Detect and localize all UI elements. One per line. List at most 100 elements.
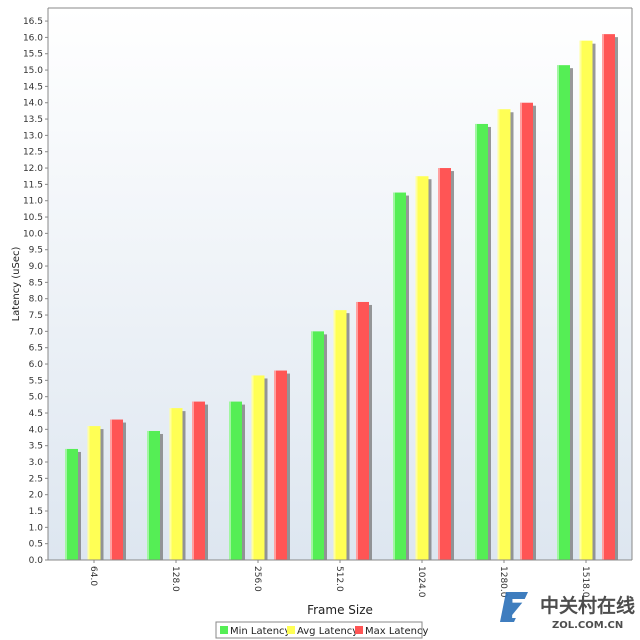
x-tick-label: 1280.0 [498,566,508,598]
bar-min-latency-256.0 [229,401,242,560]
x-tick-label: 128.0 [170,566,180,592]
legend-label-max: Max Latency [365,626,428,637]
y-tick-label: 12.5 [23,148,43,158]
y-axis: 0.0 0.5 1.0 1.5 2.0 2.5 3.0 3.5 4.0 4.5 5.0 5.5 6.0 6… [23,17,48,566]
y-tick-label: 7.0 [29,327,44,337]
y-tick-label: 4.5 [29,409,43,419]
y-tick-label: 10.0 [23,229,43,239]
bar-max-latency-256.0 [274,370,287,560]
bar-max-latency-1280.0 [520,102,533,560]
bar-highlight [251,375,254,560]
bar-highlight [557,65,559,560]
bar-max-latency-1024.0 [438,168,451,560]
y-tick-label: 13.5 [23,115,43,125]
x-tick-label: 1024.0 [416,566,426,598]
legend-swatch-avg [287,626,295,634]
bar-max-latency-512.0 [356,301,369,560]
bar-highlight [87,426,90,560]
bar-highlight [393,192,395,560]
y-tick-label: 1.5 [29,507,43,517]
bar-highlight [192,401,194,560]
bar-highlight [475,123,477,560]
bar-highlight [229,401,231,560]
y-tick-label: 0.5 [29,540,43,550]
y-tick-label: 9.5 [29,246,43,256]
bar-avg-latency-512.0 [333,310,347,560]
bar-avg-latency-1518.0 [579,40,593,561]
x-tick-label: 512.0 [334,566,344,592]
y-tick-label: 5.5 [29,376,43,386]
y-tick-label: 11.5 [23,180,43,190]
bar-highlight [520,102,522,560]
bar-highlight [579,40,582,561]
bar-avg-latency-1280.0 [497,109,511,560]
zol-logo-mark [500,592,528,622]
legend-swatch-max [355,626,363,634]
x-tick-label: 1518.0 [580,566,590,598]
bar-avg-latency-64.0 [87,426,101,560]
bar-min-latency-1280.0 [475,123,488,560]
bar-min-latency-1518.0 [557,65,570,560]
y-tick-label: 15.5 [23,50,43,60]
legend: Min Latency Avg Latency Max Latency [215,621,428,639]
y-tick-label: 16.0 [23,33,43,43]
legend-box [215,621,423,639]
y-tick-label: 13.0 [23,131,43,141]
y-tick-label: 11.0 [23,197,43,207]
zol-logo-letter: Z [511,595,530,625]
bar-highlight [311,331,313,560]
bar-max-latency-64.0 [110,419,123,560]
bar-highlight [110,419,112,560]
bar-min-latency-128.0 [147,430,160,560]
y-tick-label: 9.0 [29,262,44,272]
y-tick-label: 10.5 [23,213,43,223]
bar-highlight [602,34,604,560]
bar-avg-latency-256.0 [251,375,265,560]
y-tick-label: 7.5 [29,311,43,321]
legend-label-min: Min Latency [230,626,291,637]
bar-max-latency-1518.0 [602,34,615,560]
x-tick-label: 256.0 [252,566,262,592]
bar-min-latency-512.0 [311,331,324,560]
y-tick-label: 14.5 [23,82,43,92]
bar-avg-latency-128.0 [169,408,183,560]
y-tick-label: 3.5 [29,442,43,452]
bar-highlight [169,408,172,560]
y-tick-label: 12.0 [23,164,43,174]
y-tick-label: 5.0 [29,393,44,403]
bar-highlight [497,109,500,560]
y-tick-label: 16.5 [23,17,43,27]
bar-highlight [65,448,67,560]
bar-highlight [438,168,440,560]
y-tick-label: 0.0 [29,556,44,566]
bar-highlight [333,310,336,560]
bars-layer [65,34,618,561]
y-tick-label: 15.0 [23,66,43,76]
bar-avg-latency-1024.0 [415,176,429,560]
x-tick-label: 64.0 [88,566,98,586]
y-tick-label: 3.0 [29,458,44,468]
y-axis-title: Latency (uSec) [11,246,22,321]
y-tick-label: 4.0 [29,425,44,435]
y-tick-label: 8.5 [29,278,43,288]
y-tick-label: 2.5 [29,474,43,484]
zol-watermark-logo: Z 中关村在线 ZOL.COM.CN [500,592,635,631]
bar-highlight [415,176,418,560]
y-tick-label: 1.0 [29,523,44,533]
y-tick-label: 2.0 [29,491,44,501]
y-tick-label: 6.5 [29,344,43,354]
bar-min-latency-1024.0 [393,192,406,560]
y-tick-label: 14.0 [23,99,43,109]
y-tick-label: 6.0 [29,360,44,370]
zol-watermark-en: ZOL.COM.CN [552,620,623,631]
bar-highlight [274,370,276,560]
bar-highlight [147,430,149,560]
bar-highlight [356,301,358,560]
legend-label-avg: Avg Latency [297,626,358,637]
bar-min-latency-64.0 [65,448,78,560]
zol-watermark-cn: 中关村在线 [540,594,635,617]
y-tick-label: 8.0 [29,295,44,305]
bar-max-latency-128.0 [192,401,205,560]
x-axis-title: Frame Size [307,603,373,617]
